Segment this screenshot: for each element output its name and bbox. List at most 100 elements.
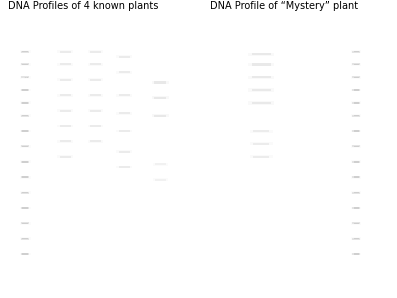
Bar [239,87,283,93]
Bar [112,149,137,154]
Bar [352,51,360,53]
Bar [354,51,359,52]
Bar [22,161,28,162]
Bar [143,22,177,30]
Bar [242,128,280,134]
Bar [21,161,29,163]
Text: DNA Size
Ladder: DNA Size Ladder [364,77,389,88]
Bar [52,154,78,159]
Bar [149,96,172,100]
Bar [152,32,168,36]
Bar [153,179,168,181]
Bar [352,238,360,240]
Bar [114,165,134,169]
Bar [19,207,31,209]
Bar [351,160,361,163]
Bar [58,109,73,112]
Bar [21,102,29,104]
Bar [86,78,106,82]
Bar [52,62,78,67]
Bar [90,110,101,111]
Bar [55,50,75,53]
Bar [19,50,31,53]
Bar [244,62,278,66]
Bar [146,38,174,45]
Bar [354,130,359,132]
Bar [352,130,360,132]
Text: Strawberry: Strawberry [61,268,84,294]
Bar [352,115,360,117]
Bar [352,145,360,148]
Bar [354,102,359,104]
Bar [148,178,173,182]
Bar [19,237,31,240]
Bar [354,238,359,239]
Bar [86,93,106,97]
Bar [150,178,170,181]
Bar [152,81,169,84]
Bar [244,88,278,92]
Bar [22,253,28,255]
Bar [244,52,278,56]
Bar [83,62,108,67]
Bar [55,155,75,159]
Bar [351,207,361,209]
Bar [352,76,360,78]
Bar [88,109,103,112]
Bar [352,253,360,255]
Bar [146,80,174,85]
Bar [60,94,71,96]
Bar [58,155,73,158]
Bar [351,114,361,117]
Bar [116,150,132,153]
Bar [60,140,71,142]
Bar [146,113,174,118]
Bar [22,146,28,147]
Bar [143,30,177,38]
Bar [253,156,270,158]
Bar [19,253,31,255]
Bar [22,115,28,117]
Bar [58,78,73,81]
Text: Rice #2: Rice #2 [120,268,137,287]
Bar [351,50,361,53]
Bar [152,96,169,99]
Bar [21,222,29,224]
Bar [60,110,71,111]
Bar [116,130,132,133]
Bar [244,101,278,105]
Bar [154,81,166,83]
Bar [86,124,106,128]
Text: Potato: Potato [156,268,171,284]
Bar [83,93,108,97]
Bar [354,223,359,224]
Bar [114,70,134,74]
Bar [116,55,132,58]
Bar [55,109,75,112]
Bar [114,93,134,97]
Bar [354,161,359,162]
Bar [116,71,132,74]
Bar [354,115,359,117]
Bar [60,51,71,53]
Bar [21,176,29,178]
Bar [19,63,31,66]
Bar [150,24,171,29]
Bar [155,179,166,181]
Bar [21,76,29,78]
Bar [239,52,283,57]
Bar [21,192,29,194]
Bar [58,125,73,127]
Bar [153,163,168,166]
Bar [22,102,28,104]
Bar [152,24,168,28]
Bar [351,191,361,194]
Bar [154,97,166,99]
Bar [354,89,359,91]
Bar [22,64,28,65]
Bar [351,102,361,104]
Bar [55,124,75,128]
Bar [152,39,168,43]
Bar [88,63,103,66]
Bar [21,238,29,240]
